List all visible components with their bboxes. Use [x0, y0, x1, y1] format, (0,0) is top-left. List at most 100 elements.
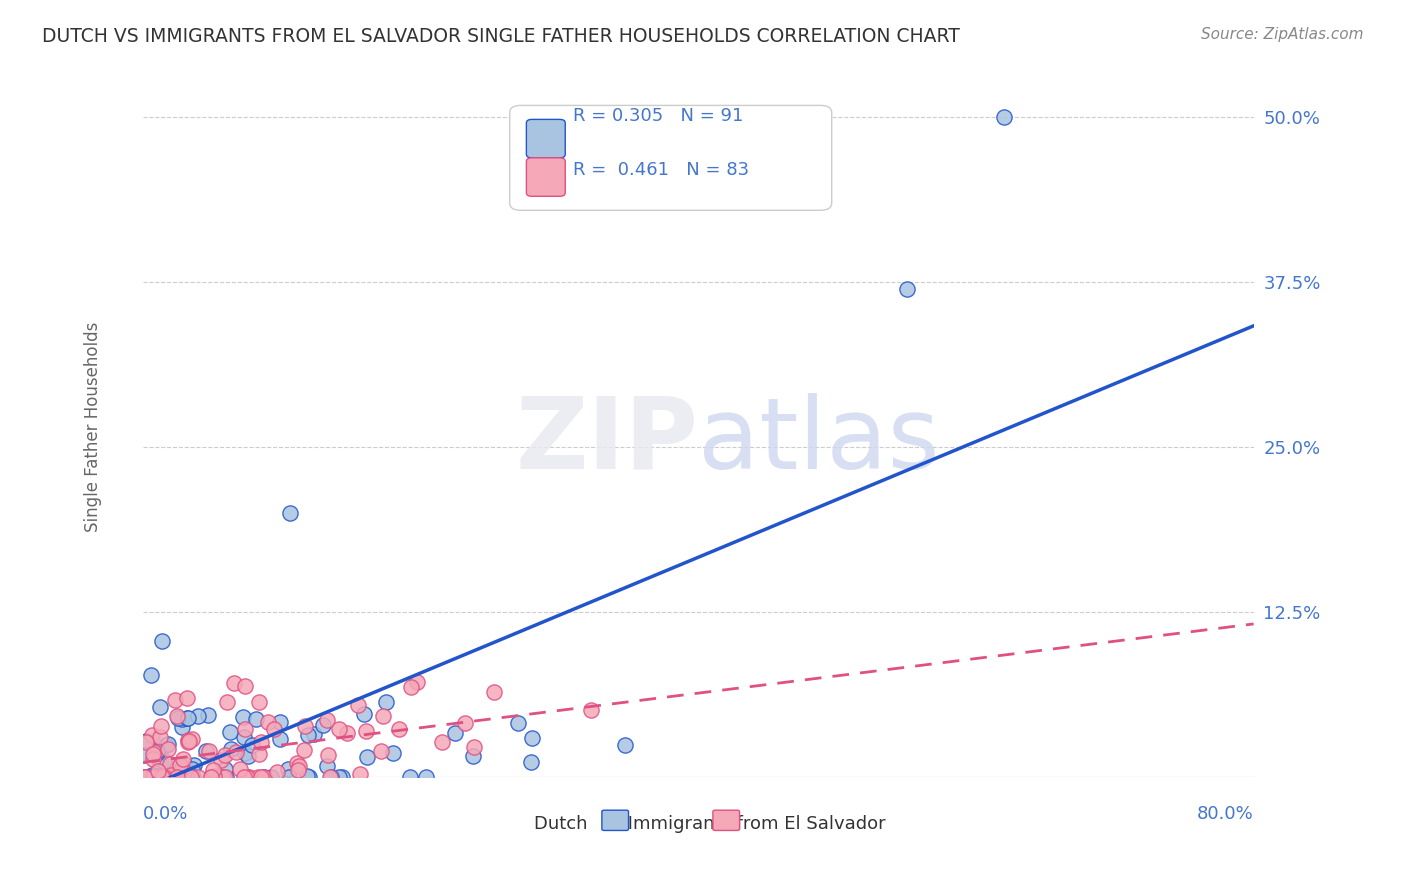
Point [247, 747, 270, 761]
Point [294, 719, 316, 733]
FancyBboxPatch shape [713, 810, 740, 830]
Point [581, 703, 603, 717]
Point [141, 768, 163, 782]
Point [173, 770, 195, 784]
Point [613, 738, 636, 752]
Point [253, 770, 276, 784]
Point [177, 732, 200, 747]
Point [135, 735, 157, 749]
Point [211, 770, 233, 784]
Point [257, 715, 280, 730]
Point [316, 713, 339, 727]
Point [240, 739, 263, 753]
Point [173, 770, 195, 784]
Point [302, 726, 325, 740]
Text: 0.0%: 0.0% [143, 805, 188, 822]
Point [356, 750, 378, 764]
Point [134, 770, 156, 784]
Point [195, 744, 218, 758]
Point [134, 770, 156, 784]
Point [142, 752, 165, 766]
Point [170, 720, 193, 734]
Point [173, 757, 195, 772]
Point [388, 722, 411, 736]
Point [141, 770, 163, 784]
FancyBboxPatch shape [510, 105, 832, 211]
Point [149, 700, 172, 714]
Point [176, 770, 198, 784]
Point [247, 695, 270, 709]
Text: R = 0.305   N = 91: R = 0.305 N = 91 [574, 107, 744, 125]
Point [135, 733, 157, 747]
Point [318, 748, 340, 763]
Point [139, 668, 162, 682]
Point [277, 762, 299, 776]
Point [253, 770, 276, 784]
Point [183, 757, 205, 772]
Point [298, 770, 321, 784]
Point [155, 770, 177, 784]
Point [295, 769, 318, 783]
Point [235, 770, 257, 784]
Point [212, 770, 235, 784]
Point [181, 770, 204, 784]
Point [138, 770, 160, 784]
Point [353, 706, 375, 721]
Point [139, 770, 162, 784]
Point [153, 770, 176, 784]
Point [233, 722, 256, 736]
Point [993, 110, 1015, 124]
Point [454, 715, 477, 730]
Point [153, 754, 176, 768]
Point [260, 770, 283, 784]
Text: Single Father Households: Single Father Households [84, 322, 103, 533]
Point [159, 768, 181, 782]
Point [520, 755, 543, 769]
Point [149, 731, 172, 745]
Point [398, 770, 420, 784]
Point [170, 761, 193, 775]
Point [371, 708, 394, 723]
Point [245, 712, 267, 726]
Point [169, 770, 191, 784]
Point [149, 756, 172, 770]
Point [443, 726, 465, 740]
Point [263, 723, 285, 737]
Point [136, 770, 159, 784]
Point [200, 770, 222, 784]
Point [250, 735, 273, 749]
Point [166, 709, 188, 723]
Point [180, 770, 202, 784]
Point [143, 770, 166, 784]
Point [415, 770, 437, 784]
Point [159, 770, 181, 784]
Point [177, 734, 200, 748]
Point [233, 730, 256, 744]
Point [229, 762, 252, 776]
Point [346, 698, 368, 713]
Point [150, 770, 173, 784]
Point [198, 743, 221, 757]
Point [328, 770, 350, 784]
Point [287, 763, 309, 777]
Point [159, 757, 181, 772]
Text: Source: ZipAtlas.com: Source: ZipAtlas.com [1201, 27, 1364, 42]
Point [162, 770, 184, 784]
Point [463, 739, 485, 754]
Point [187, 770, 209, 784]
Point [172, 752, 194, 766]
Text: atlas: atlas [699, 392, 941, 490]
Point [142, 770, 165, 784]
FancyBboxPatch shape [526, 158, 565, 196]
Point [233, 679, 256, 693]
Text: DUTCH VS IMMIGRANTS FROM EL SALVADOR SINGLE FATHER HOUSEHOLDS CORRELATION CHART: DUTCH VS IMMIGRANTS FROM EL SALVADOR SIN… [42, 27, 960, 45]
Point [146, 744, 169, 758]
Point [177, 735, 200, 749]
Point [166, 763, 188, 777]
Point [197, 707, 219, 722]
Point [233, 747, 256, 761]
Point [292, 743, 315, 757]
Point [132, 770, 155, 784]
Point [399, 680, 422, 694]
Point [142, 745, 165, 759]
